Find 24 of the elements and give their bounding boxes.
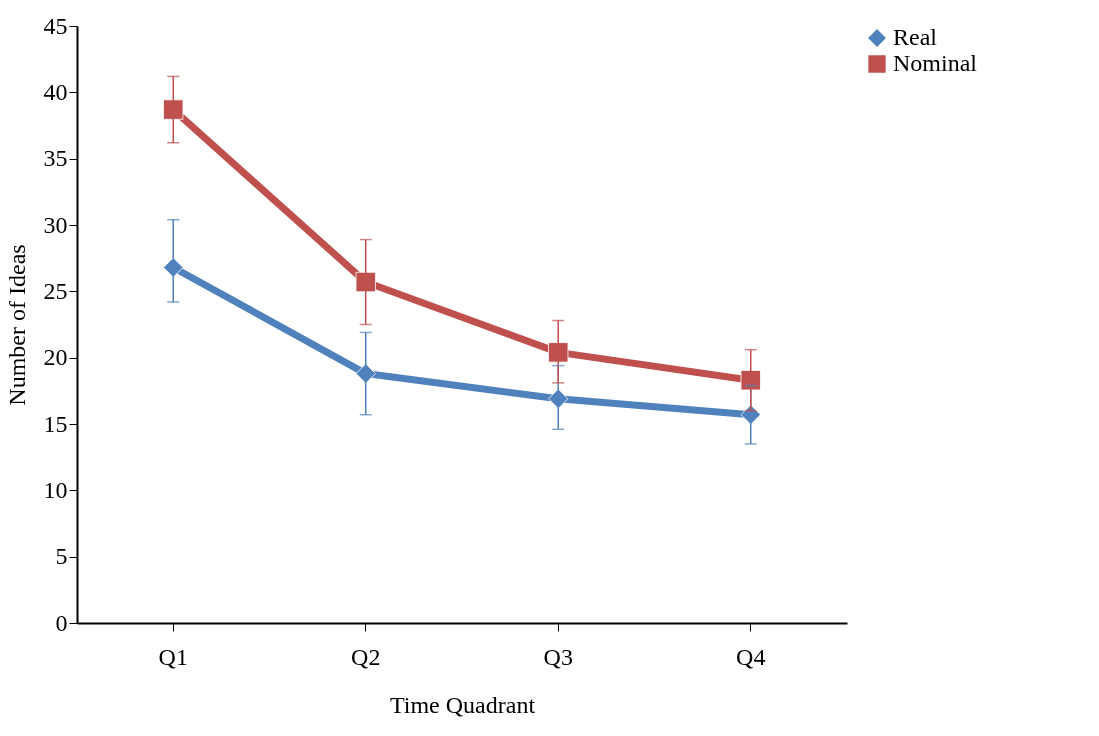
- legend-label: Nominal: [893, 50, 978, 76]
- point: [740, 370, 761, 391]
- y-tick-label: 10: [43, 476, 68, 503]
- point: [355, 271, 376, 293]
- x-tick-label: Q3: [543, 643, 573, 670]
- y-tick-label: 5: [55, 543, 68, 570]
- y-tick-label: 0: [55, 609, 68, 636]
- x-tick-label: Q1: [158, 643, 188, 670]
- point: [548, 388, 569, 409]
- point: [548, 342, 569, 363]
- y-tick-label: 35: [43, 145, 68, 172]
- y-tick-label: 45: [43, 12, 68, 39]
- point: [163, 257, 184, 278]
- y-tick-label: 25: [43, 277, 68, 304]
- y-tick-label: 20: [43, 344, 68, 371]
- x-tick-label: Q4: [736, 643, 766, 670]
- y-tick-label: 15: [43, 410, 68, 437]
- legend-label: Real: [893, 24, 938, 50]
- x-tick-label: Q2: [351, 643, 381, 670]
- x-axis-title: Time Quadrant: [389, 691, 536, 718]
- y-tick-label: 30: [43, 211, 68, 238]
- point: [163, 99, 184, 120]
- y-tick-label: 40: [43, 78, 68, 105]
- y-axis-title: Number of Ideas: [3, 244, 30, 406]
